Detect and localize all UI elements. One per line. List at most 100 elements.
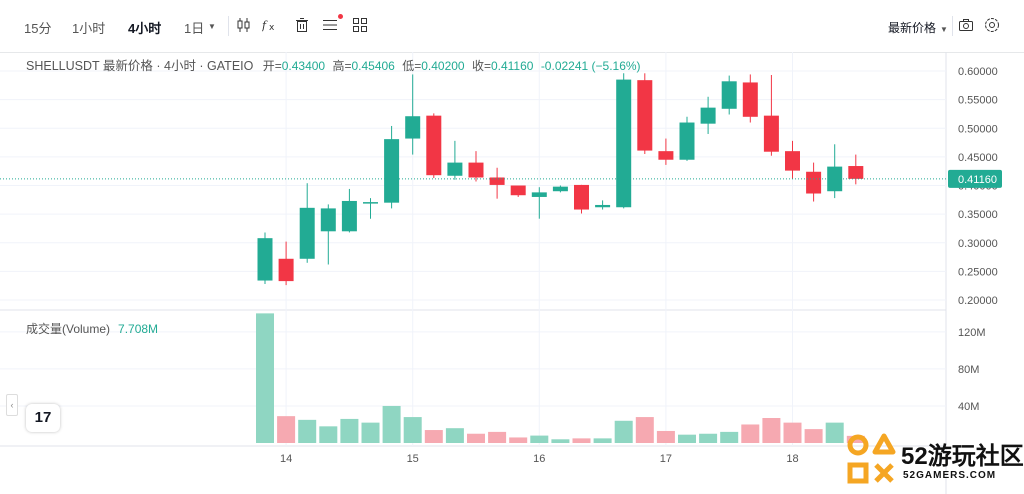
price-legend: SHELLUSDT 最新价格 · 4小时 · GATEIO 开=0.43400 … <box>26 55 645 74</box>
volume-bar <box>825 422 844 443</box>
tradingview-logo[interactable]: 17 <box>26 404 60 432</box>
price-tick-label: 0.55000 <box>958 95 998 107</box>
timeframe-dropdown-icon[interactable]: ▼ <box>208 22 216 31</box>
candle-body <box>278 258 294 282</box>
watermark-logo-icon <box>847 433 896 484</box>
candle-body <box>468 162 484 178</box>
candle-body <box>658 151 674 160</box>
candle-body <box>447 162 463 176</box>
volume-tick-label: 40M <box>958 401 979 413</box>
candle-body <box>384 139 400 203</box>
volume-bar <box>509 437 528 443</box>
timeframe-15m[interactable]: 15分 <box>24 21 52 36</box>
time-tick-label: 18 <box>786 453 798 465</box>
low-label: 低= <box>402 59 422 73</box>
candle-body <box>616 79 632 208</box>
candle-body <box>848 166 864 179</box>
volume-bar <box>467 433 485 443</box>
last-price-label: 0.41160 <box>958 174 997 186</box>
chevron-down-icon: ▼ <box>940 25 948 34</box>
price-mode-dropdown[interactable]: 最新价格 ▼ <box>888 19 948 36</box>
notification-dot <box>338 14 343 19</box>
volume-bar <box>804 429 823 443</box>
candle-body <box>426 115 442 176</box>
open-value: 0.43400 <box>281 59 326 73</box>
price-tick-label: 0.50000 <box>958 123 998 135</box>
timeframe-1d[interactable]: 1日 <box>184 21 205 36</box>
low-value: 0.40200 <box>421 59 465 73</box>
volume-legend: 成交量(Volume) 7.708M <box>26 320 158 337</box>
collapse-handle[interactable]: ‹ <box>6 394 18 416</box>
volume-bar <box>720 431 739 443</box>
candle-body <box>531 192 547 197</box>
close-value: 0.41160 <box>490 59 534 73</box>
candle-body <box>510 185 526 196</box>
close-label: 收= <box>471 59 491 73</box>
candle-body <box>806 171 822 194</box>
high-label: 高= <box>332 59 352 73</box>
candle-body <box>679 122 695 160</box>
volume-bar <box>593 438 612 443</box>
high-value: 0.45406 <box>351 59 395 73</box>
price-tick-label: 0.45000 <box>958 152 998 164</box>
volume-bar <box>656 430 675 443</box>
candle-body <box>637 80 653 151</box>
volume-bar <box>403 417 422 443</box>
candle-body <box>721 81 737 109</box>
volume-bar <box>783 422 802 443</box>
last-price-badge <box>948 169 1002 188</box>
volume-tick-label: 120M <box>958 327 986 339</box>
price-tick-label: 0.60000 <box>958 66 998 78</box>
candle-body <box>742 82 758 117</box>
price-mode-label: 最新价格 <box>888 21 937 35</box>
timeframe-1h[interactable]: 1小时 <box>72 21 106 36</box>
price-tick-label: 0.35000 <box>958 209 998 221</box>
toolbar-divider <box>228 16 229 36</box>
change-value: -0.02241 (−5.16%) <box>540 59 641 73</box>
candle-body <box>405 116 421 139</box>
candle-body <box>299 207 315 259</box>
price-tick-label: 0.20000 <box>958 295 998 307</box>
volume-bar <box>762 418 781 443</box>
candle-body <box>574 184 589 210</box>
volume-label: 成交量(Volume) <box>26 322 111 336</box>
volume-bar <box>614 420 633 443</box>
svg-text:x: x <box>269 23 275 33</box>
candle-body <box>552 186 568 192</box>
volume-bar <box>678 434 696 443</box>
volume-bar <box>424 430 443 443</box>
layout-grid-icon[interactable] <box>352 17 368 33</box>
watermark-domain: 52GAMERS.COM <box>903 470 997 481</box>
candlestick-icon[interactable] <box>236 17 252 33</box>
watermark: 52游玩社区 52GAMERS.COM <box>845 430 1024 492</box>
volume-bar <box>361 422 380 443</box>
candle-body <box>700 107 716 124</box>
timeframe-4h[interactable]: 4小时 <box>128 21 162 36</box>
volume-bar <box>572 438 591 443</box>
time-tick-label: 14 <box>280 453 292 465</box>
candle-body <box>595 204 611 208</box>
svg-text:f: f <box>262 19 268 32</box>
volume-bar <box>635 417 654 443</box>
volume-bar <box>256 313 274 443</box>
camera-icon[interactable] <box>958 17 974 33</box>
volume-bar <box>741 424 760 443</box>
volume-bar <box>319 426 338 443</box>
candle-body <box>341 200 357 232</box>
settings-icon[interactable] <box>984 17 1000 33</box>
watermark-brand: 52游玩社区 <box>901 443 1024 470</box>
open-label: 开= <box>262 59 282 73</box>
volume-bar <box>445 428 464 443</box>
volume-bar <box>699 433 718 443</box>
volume-bar <box>382 405 401 443</box>
menu-icon[interactable] <box>322 17 338 33</box>
candle-body <box>257 238 273 281</box>
volume-bar <box>488 431 507 443</box>
delete-icon[interactable] <box>294 17 310 33</box>
price-tick-label: 0.25000 <box>958 266 998 278</box>
volume-tick-label: 80M <box>958 364 979 376</box>
